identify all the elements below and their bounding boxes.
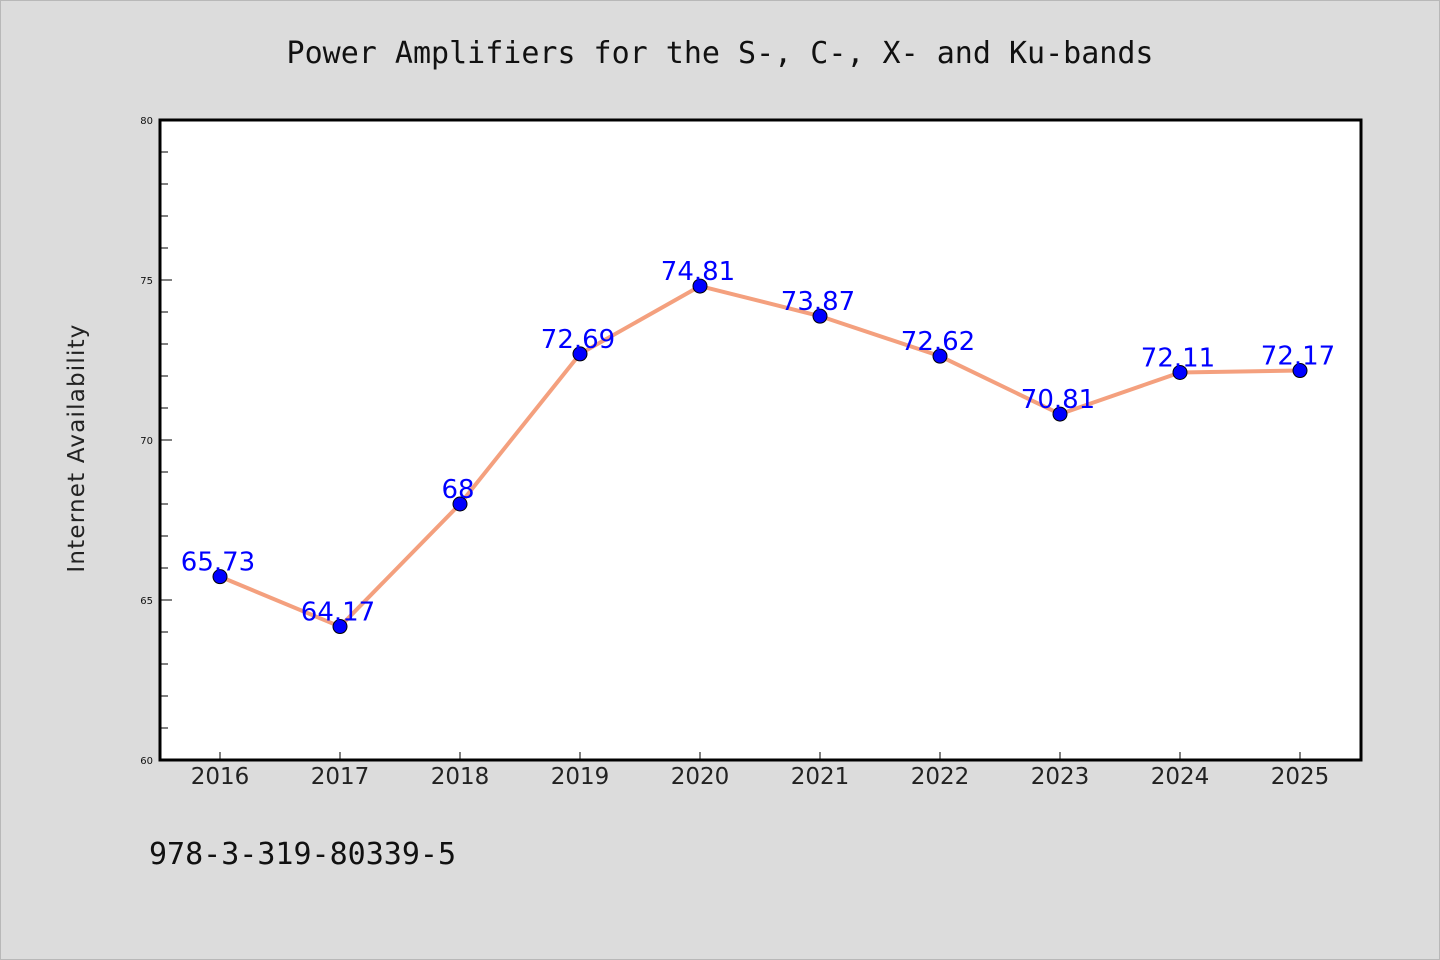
footer-code: 978-3-319-80339-5 <box>149 837 456 872</box>
data-point <box>1172 364 1188 380</box>
x-tick-label: 2018 <box>431 764 490 790</box>
data-label: 72.62 <box>901 327 975 357</box>
data-point <box>572 346 588 362</box>
data-label: 72.17 <box>1261 342 1335 372</box>
series-layer <box>212 278 1308 635</box>
data-label: 72.11 <box>1141 343 1215 373</box>
data-label: 73.87 <box>781 287 855 317</box>
data-point <box>452 496 468 512</box>
data-point <box>1292 363 1308 379</box>
data-point <box>332 619 348 635</box>
y-tick-label: 60 <box>140 756 153 767</box>
x-tick-label: 2020 <box>671 764 730 790</box>
data-label: 72.69 <box>541 325 615 355</box>
data-point <box>212 569 228 585</box>
x-tick-label: 2024 <box>1151 764 1210 790</box>
data-label: 70.81 <box>1021 385 1095 415</box>
x-tick-label: 2025 <box>1271 764 1330 790</box>
data-label: 65.73 <box>181 548 255 578</box>
y-tick-label: 80 <box>140 116 153 127</box>
x-tick-labels: 2016 2017 2018 2019 2020 2021 2022 2023 2024 2025 <box>191 764 1330 790</box>
plot-area <box>158 118 1363 762</box>
data-point <box>932 348 948 364</box>
data-label: 74.81 <box>661 257 735 287</box>
x-tick-label: 2016 <box>191 764 250 790</box>
y-tick-labels: 60 65 70 75 80 <box>140 116 153 767</box>
data-point <box>812 308 828 324</box>
x-tick-label: 2021 <box>791 764 850 790</box>
chart-title: Power Amplifiers for the S-, C-, X- and … <box>287 36 1154 71</box>
series-line <box>218 284 1302 629</box>
data-labels: 65.73 64.17 68 72.69 74.81 73.87 72.62 70.81 72.… <box>181 257 1335 627</box>
y-axis-label: Internet Availability <box>64 323 90 572</box>
data-label: 64.17 <box>301 598 375 628</box>
y-tick-label: 75 <box>140 276 153 287</box>
x-tick-label: 2022 <box>911 764 970 790</box>
x-tick-label: 2023 <box>1031 764 1090 790</box>
y-tick-label: 65 <box>140 596 153 607</box>
axis-ticks <box>160 119 1301 761</box>
y-tick-label: 70 <box>140 436 153 447</box>
data-point <box>692 278 708 294</box>
x-tick-label: 2017 <box>311 764 370 790</box>
data-point <box>1052 406 1068 422</box>
data-label: 68 <box>441 475 474 505</box>
x-tick-label: 2019 <box>551 764 610 790</box>
